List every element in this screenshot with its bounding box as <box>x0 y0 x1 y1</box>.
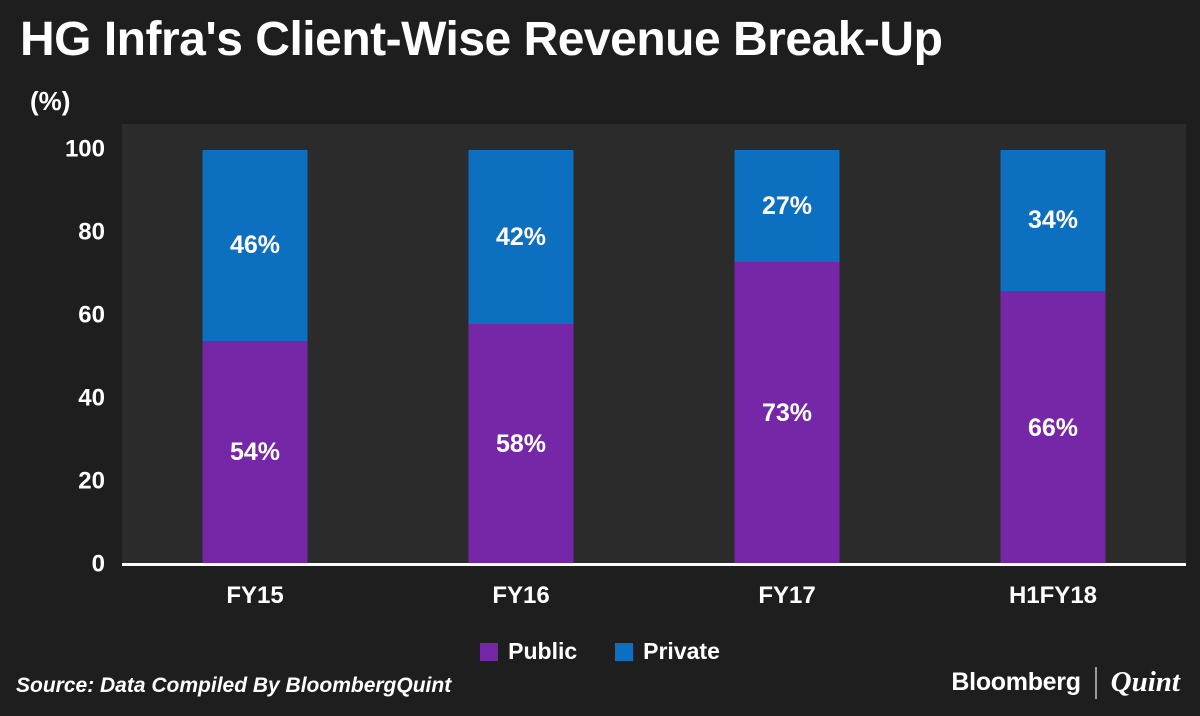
bar-segment-public: 66% <box>1000 291 1106 565</box>
legend-item-public: Public <box>480 638 577 665</box>
bar-value-label: 34% <box>1027 206 1079 235</box>
y-tick-label: 0 <box>91 550 105 578</box>
y-tick-label: 60 <box>78 301 105 329</box>
bar-column-fy17: 73% 27% <box>654 150 920 565</box>
stacked-bar: 54% 46% <box>202 150 308 565</box>
publisher-brand: Bloomberg Quint <box>951 666 1180 699</box>
plot-area: 54% 46% 58% 42% 73% 27% 66% 34% <box>122 150 1186 565</box>
x-axis-label: FY16 <box>492 582 550 609</box>
stacked-bar: 58% 42% <box>468 150 574 565</box>
x-axis-line <box>122 563 1186 566</box>
bar-value-label: 73% <box>761 399 813 428</box>
source-attribution: Source: Data Compiled By BloombergQuint <box>16 674 452 697</box>
bloomberg-logo: Bloomberg <box>951 668 1081 696</box>
stacked-bar: 73% 27% <box>734 150 840 565</box>
y-tick-label: 80 <box>78 218 105 246</box>
x-axis-labels: FY15 FY16 FY17 H1FY18 <box>122 582 1186 610</box>
legend-swatch-icon <box>480 642 499 661</box>
bar-segment-private: 34% <box>1000 150 1106 292</box>
bar-segment-private: 46% <box>202 150 308 341</box>
bar-segment-public: 58% <box>468 324 574 565</box>
chart-title: HG Infra's Client-Wise Revenue Break-Up <box>20 13 943 66</box>
chart-legend: Public Private <box>0 638 1200 665</box>
y-axis: 0 20 40 60 80 100 <box>20 135 105 577</box>
bar-value-label: 66% <box>1027 413 1079 442</box>
x-axis-label: FY15 <box>226 582 284 609</box>
x-axis-label: H1FY18 <box>1008 582 1098 609</box>
y-tick-label: 20 <box>78 467 105 495</box>
quint-logo: Quint <box>1110 666 1180 698</box>
y-tick-label: 40 <box>78 384 105 412</box>
legend-label: Public <box>508 638 578 664</box>
legend-swatch-icon <box>615 642 634 661</box>
bar-value-label: 42% <box>495 222 547 251</box>
bar-segment-private: 27% <box>734 150 840 263</box>
legend-item-private: Private <box>615 638 720 665</box>
legend-label: Private <box>643 638 720 664</box>
bar-column-fy15: 54% 46% <box>122 150 388 565</box>
bar-segment-public: 54% <box>202 340 308 565</box>
bar-value-label: 27% <box>761 191 813 220</box>
bar-column-h1fy18: 66% 34% <box>920 150 1186 565</box>
bar-value-label: 58% <box>495 430 547 459</box>
y-axis-unit-label: (%) <box>30 86 71 116</box>
bar-segment-private: 42% <box>468 150 574 325</box>
bar-group: 54% 46% 58% 42% 73% 27% 66% 34% <box>122 150 1186 565</box>
brand-divider <box>1094 666 1097 699</box>
stacked-bar: 66% 34% <box>1000 150 1106 565</box>
bar-column-fy16: 58% 42% <box>388 150 654 565</box>
bar-value-label: 46% <box>229 230 281 259</box>
bar-value-label: 54% <box>229 438 281 467</box>
y-tick-label: 100 <box>64 135 105 163</box>
bar-segment-public: 73% <box>734 262 840 565</box>
x-axis-label: FY17 <box>758 582 816 609</box>
